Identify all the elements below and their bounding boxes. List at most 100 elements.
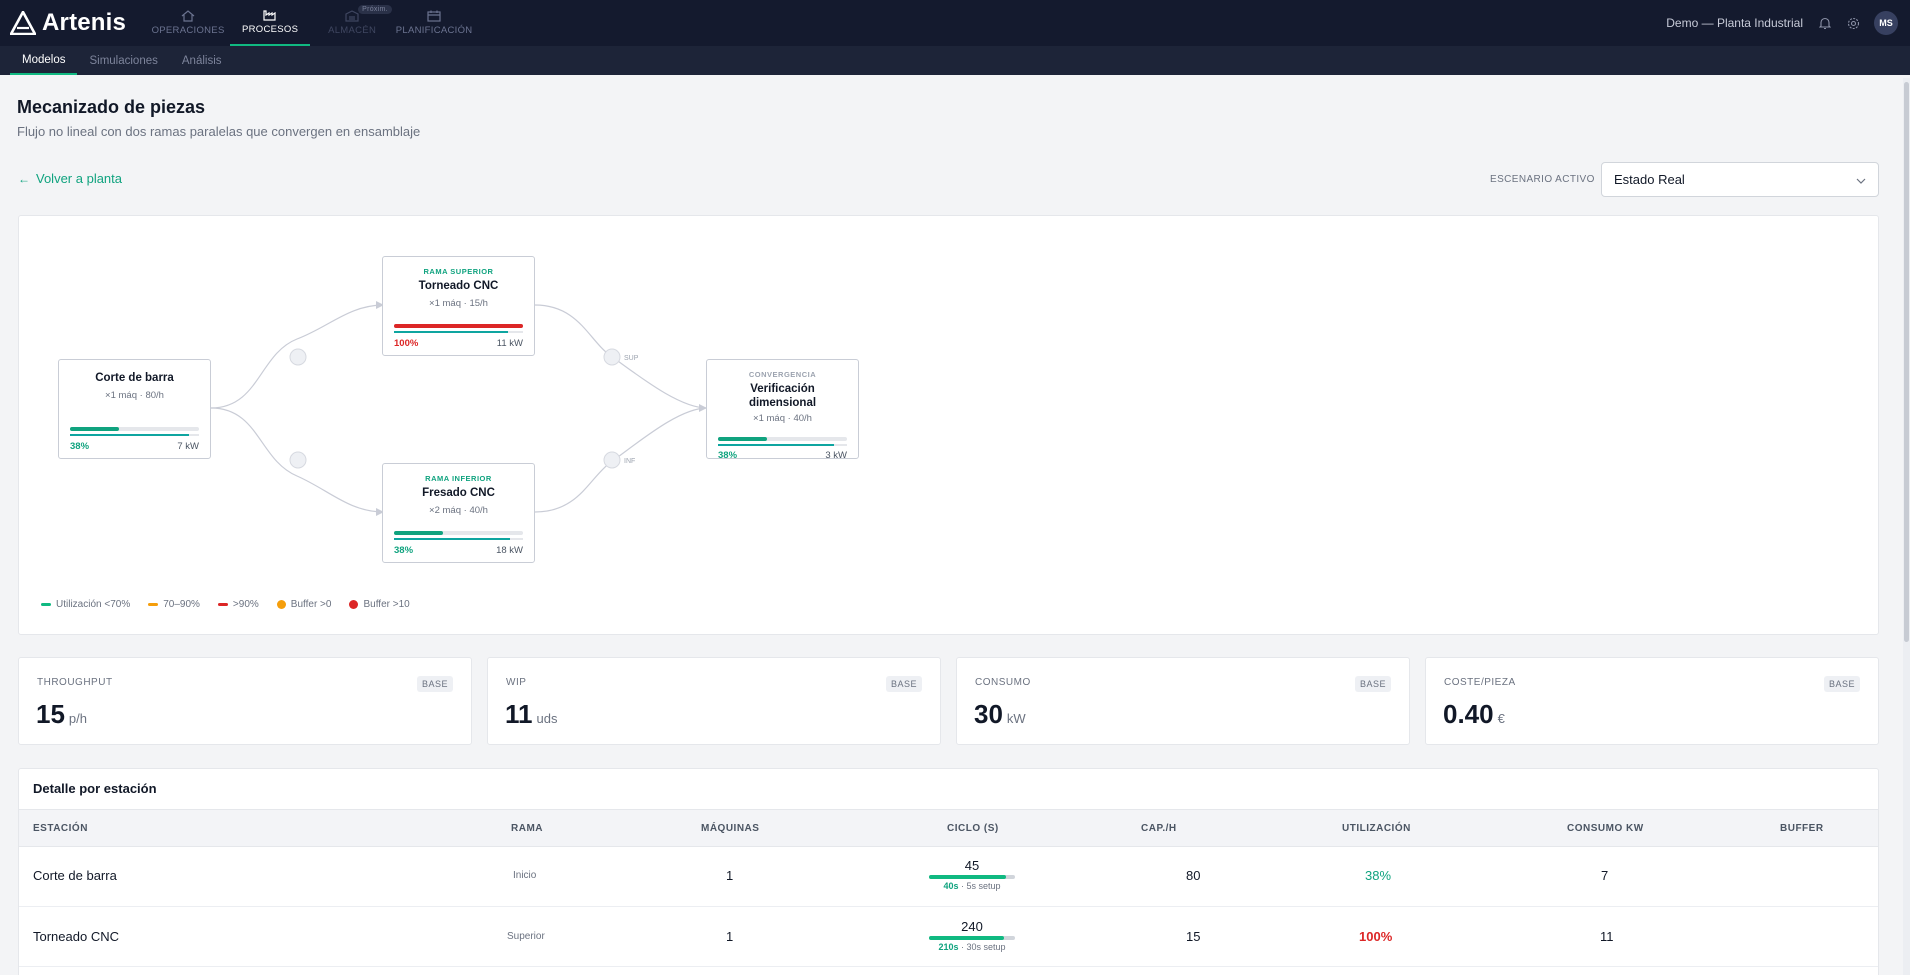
subtab-modelos[interactable]: Modelos [10,46,78,75]
home-icon [181,10,195,22]
table-header: ESTACIÓN RAMA MÁQUINAS CICLO (S) CAP./H … [19,809,1878,847]
edge-label-inf: INF [624,458,635,465]
nav-tab-label: PROCESOS [241,24,299,35]
nav-tab-almacen[interactable]: Próxim. ALMACÉN [312,0,392,46]
cycle-total: 45 [964,858,980,873]
subtab-simulaciones[interactable]: Simulaciones [89,54,158,67]
subtab-analisis[interactable]: Análisis [181,54,222,67]
page-subtitle: Flujo no lineal con dos ramas paralelas … [17,124,421,139]
sub-navbar: Modelos Simulaciones Análisis [0,46,1910,75]
kpi-badge: BASE [416,676,453,692]
column-header[interactable]: RAMA [511,823,543,834]
cycle-total: 240 [961,919,983,934]
table-row[interactable]: Corte de barra Inicio 1 45 40s · 5s setu… [19,847,1878,907]
buffer-node [289,451,307,469]
node-utilization: 38% [70,441,90,452]
cell-machines: 1 [726,929,734,944]
flow-node-fresado-cnc[interactable]: RAMA INFERIOR Fresado CNC ×2 máq · 40/h … [382,463,535,563]
node-meta: ×1 máq · 15/h [429,298,488,309]
cell-cycle: 240 210s · 30s setup [927,919,1017,952]
scrollbar-thumb[interactable] [1904,82,1909,642]
arrow-head [699,404,707,412]
scenario-value: Estado Real [1614,172,1685,187]
flow-legend: Utilización <70% 70–90% >90% Buffer >0 B… [41,599,428,610]
nav-tab-label: ALMACÉN [328,25,377,36]
node-util-bars [718,437,847,446]
app-name: Artenis [42,9,127,36]
node-util-bars [70,427,199,436]
cell-rama: Superior [507,931,545,942]
flow-canvas[interactable]: SUP INF Corte de barra ×1 máq · 80/h 38%… [18,215,1879,635]
kpi-badge: BASE [1354,676,1391,692]
table-title: Detalle por estación [33,781,157,796]
node-meta: ×1 máq · 80/h [105,390,164,401]
node-meta: ×1 máq · 40/h [753,413,812,424]
arrow-head [376,508,384,516]
kpi-value: 11 [505,699,533,729]
kpi-unit: € [1497,711,1505,726]
edge-corte-torneado [210,304,385,409]
kpi-value-wrap: 11 uds [505,699,557,730]
arrow-left-icon: ← [18,171,30,186]
node-kicker: RAMA INFERIOR [425,474,492,483]
legend-item: Buffer >10 [349,599,410,610]
column-header[interactable]: CICLO (S) [947,823,999,834]
top-navbar: Artenis OPERACIONES PROCESOS Próxim. ALM… [0,0,1910,46]
avatar[interactable]: MS [1874,11,1898,35]
table-row[interactable]: Torneado CNC Superior 1 240 210s · 30s s… [19,907,1878,967]
flow-node-corte-de-barra[interactable]: Corte de barra ×1 máq · 80/h 38% 7 kW [58,359,211,459]
buffer-node [289,348,307,366]
page-scrollbar[interactable] [1903,78,1910,975]
nav-tab-procesos[interactable]: PROCESOS [230,0,311,46]
workspace-name[interactable]: Demo — Planta Industrial [1666,16,1803,30]
cell-power: 7 [1601,868,1609,883]
kpi-label: COSTE/PIEZA [1444,677,1516,688]
cell-power: 11 [1600,929,1614,944]
scenario-select[interactable]: Estado Real [1601,162,1879,197]
flow-node-torneado-cnc[interactable]: RAMA SUPERIOR Torneado CNC ×1 máq · 15/h… [382,256,535,356]
flow-node-verificacion-dimensional[interactable]: CONVERGENCIA Verificación dimensional ×1… [706,359,859,461]
gear-icon[interactable] [1847,17,1860,30]
node-kicker: RAMA SUPERIOR [423,267,494,276]
back-link[interactable]: ← Volver a planta [18,171,122,186]
buffer-node [603,348,621,366]
column-header[interactable]: BUFFER [1780,823,1824,834]
kpi-value: 30 [974,699,1003,729]
cell-cycle: 45 40s · 5s setup [927,858,1017,891]
kpi-value: 0.40 [1443,699,1494,729]
node-util-bars [394,531,523,540]
node-utilization: 100% [394,338,419,349]
node-util-bars [394,324,523,333]
column-header[interactable]: CONSUMO KW [1567,823,1644,834]
station-detail-table: Detalle por estación ESTACIÓN RAMA MÁQUI… [18,768,1879,975]
nav-tab-operaciones[interactable]: OPERACIONES [148,0,228,46]
cycle-bar [929,875,1015,879]
cell-rama: Inicio [513,870,537,881]
node-utilization: 38% [718,450,738,461]
legend-item: >90% [217,599,259,610]
column-header[interactable]: ESTACIÓN [33,823,88,834]
column-header[interactable]: MÁQUINAS [701,823,760,834]
arrow-head [376,301,384,309]
node-name: Fresado CNC [422,487,495,499]
nav-tab-planificacion[interactable]: PLANIFICACIÓN [394,0,474,46]
scenario-label: ESCENARIO ACTIVO [1490,174,1595,185]
node-power: 3 kW [825,450,847,461]
kpi-value-wrap: 30 kW [974,699,1026,730]
bell-icon[interactable] [1819,17,1831,30]
node-name: Corte de barra [95,372,174,384]
kpi-card-throughput: THROUGHPUT BASE 15 p/h [18,657,472,745]
cycle-detail: 40s · 5s setup [943,881,1001,891]
column-header[interactable]: UTILIZACIÓN [1342,823,1411,834]
chevron-down-icon [1856,172,1866,187]
edge-label-sup: SUP [624,355,639,362]
node-utilization: 38% [394,545,414,556]
cell-capacity: 80 [1186,868,1201,883]
node-name: Verificación dimensional [748,383,817,409]
buffer-node [603,451,621,469]
kpi-value-wrap: 15 p/h [36,699,87,730]
column-header[interactable]: CAP./H [1141,823,1177,834]
app-logo[interactable]: Artenis [10,9,126,37]
warehouse-icon [345,10,359,22]
factory-icon [263,10,276,21]
